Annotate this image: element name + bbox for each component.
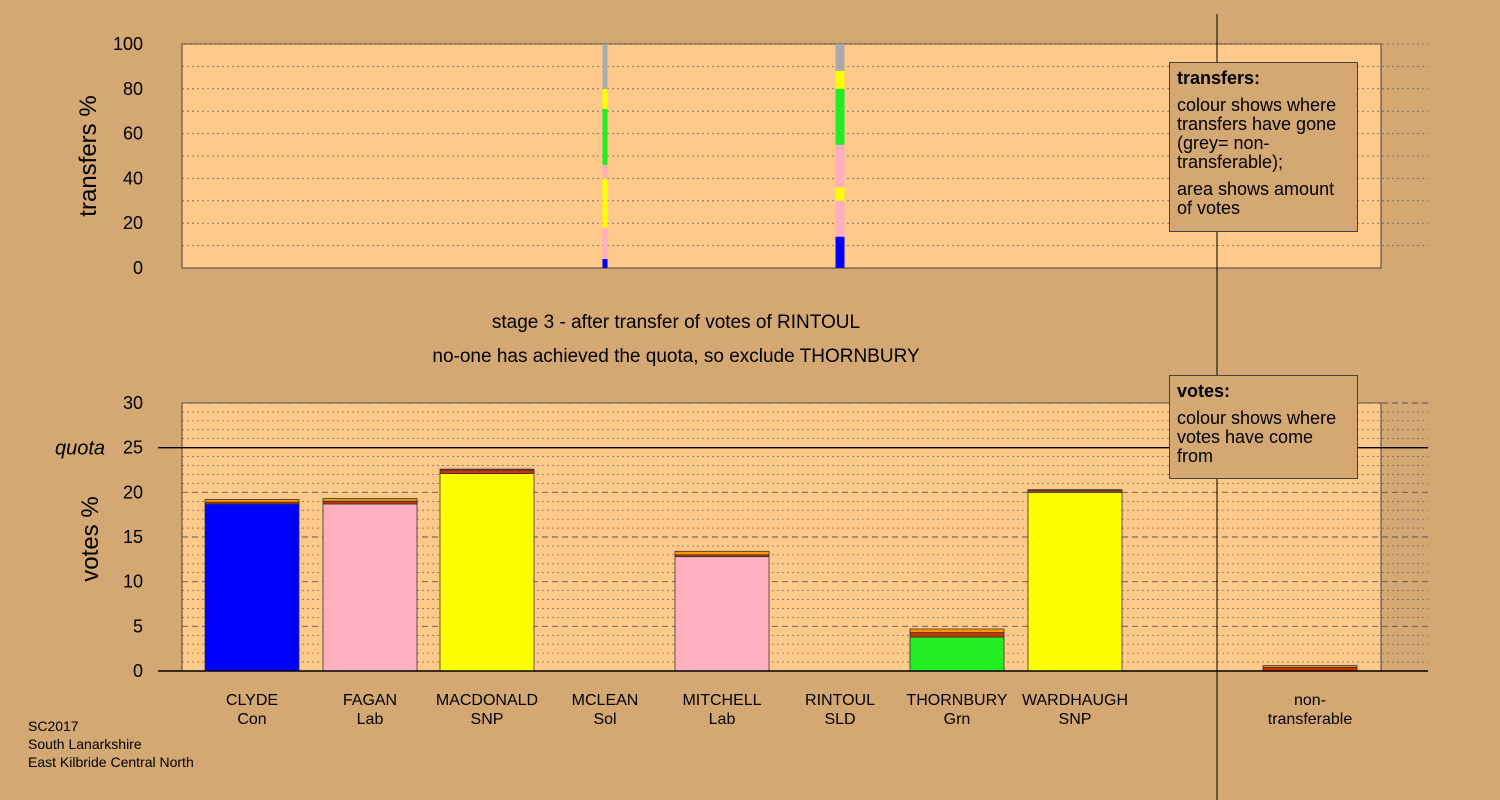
transfers-axis-label: transfers % xyxy=(75,95,102,216)
votes-tick-label: 0 xyxy=(133,661,143,681)
vote-bar-thornbury xyxy=(909,632,1005,638)
votes-tick-label: 30 xyxy=(123,393,143,413)
candidate-party-thornbury: Grn xyxy=(944,711,971,728)
transfers-tick-label: 80 xyxy=(123,79,143,99)
votes-tick-label: 10 xyxy=(123,572,143,592)
stage-note: no-one has achieved the quota, so exclud… xyxy=(432,346,920,367)
vote-bar-macdonald xyxy=(439,473,535,672)
vote-bar-clyde xyxy=(204,499,300,503)
vote-bar-fagan xyxy=(322,500,418,505)
votes-axis-label: votes % xyxy=(77,496,104,581)
footer-info: SC2017 South Lanarkshire East Kilbride C… xyxy=(28,717,194,771)
vote-bar-wardhaugh xyxy=(1027,489,1123,491)
transfers-legend-heading: transfers: xyxy=(1177,68,1261,88)
vote-bar-mitchell xyxy=(674,556,770,672)
transfer-segment-rintoul xyxy=(835,200,845,237)
vote-bar-mitchell xyxy=(674,550,770,556)
candidate-party-fagan: Lab xyxy=(357,711,384,728)
stage-title: stage 3 - after transfer of votes of RIN… xyxy=(492,312,860,333)
transfer-segment-rintoul xyxy=(835,236,845,268)
candidate-name-rintoul: RINTOUL xyxy=(805,692,875,709)
candidate-name-thornbury: THORNBURY xyxy=(906,692,1007,709)
vote-bar-wardhaugh xyxy=(1027,491,1123,672)
transfer-segment-rintoul xyxy=(835,88,845,145)
transfers-tick-label: 100 xyxy=(113,34,143,54)
vote-bar-macdonald xyxy=(439,468,535,471)
candidate-name-fagan: FAGAN xyxy=(343,692,397,709)
transfer-segment-rintoul xyxy=(835,70,845,89)
vote-bar-macdonald xyxy=(439,469,535,474)
candidate-name-wardhaugh: WARDHAUGH xyxy=(1022,692,1128,709)
candidate-name-mclean: MCLEAN xyxy=(572,692,639,709)
candidate-party-mitchell: Lab xyxy=(709,711,736,728)
transfers-legend-colour-text: colour shows where transfers have gone (… xyxy=(1177,95,1337,172)
quota-label: quota xyxy=(55,438,105,460)
transfer-segment-mclean xyxy=(602,259,608,268)
candidate-party-rintoul: SLD xyxy=(824,711,855,728)
transfer-segment-rintoul xyxy=(835,144,845,188)
non-transferable-label-2: transferable xyxy=(1268,711,1353,728)
transfers-legend-area-text: area shows amount of votes xyxy=(1177,179,1335,218)
votes-tick-label: 25 xyxy=(123,438,143,458)
candidate-party-macdonald: SNP xyxy=(471,711,504,728)
transfer-segment-mclean xyxy=(602,178,608,228)
candidate-name-mitchell: MITCHELL xyxy=(682,692,761,709)
transfers-tick-label: 20 xyxy=(123,213,143,233)
vote-bar-thornbury xyxy=(909,628,1005,633)
votes-tick-label: 15 xyxy=(123,527,143,547)
candidate-party-clyde: Con xyxy=(237,711,266,728)
transfers-tick-label: 60 xyxy=(123,124,143,144)
transfers-tick-label: 0 xyxy=(133,258,143,278)
non-transferable-label-1: non- xyxy=(1294,692,1326,709)
candidate-party-wardhaugh: SNP xyxy=(1059,711,1092,728)
transfer-segment-mclean xyxy=(602,108,608,165)
transfers-legend: transfers: colour shows where transfers … xyxy=(1169,62,1358,232)
transfer-segment-rintoul xyxy=(835,44,845,71)
transfer-segment-mclean xyxy=(602,164,608,179)
transfer-segment-rintoul xyxy=(835,187,845,201)
footer-ward: East Kilbride Central North xyxy=(28,754,194,770)
footer-election: SC2017 xyxy=(28,718,79,734)
votes-tick-label: 5 xyxy=(133,616,143,636)
transfer-segment-mclean xyxy=(602,227,608,260)
footer-council: South Lanarkshire xyxy=(28,736,142,752)
vote-bar-clyde xyxy=(204,503,300,672)
transfers-tick-label: 40 xyxy=(123,168,143,188)
votes-legend: votes: colour shows where votes have com… xyxy=(1169,375,1358,479)
transfer-segment-mclean xyxy=(602,88,608,109)
vote-bar-thornbury xyxy=(909,636,1005,672)
votes-tick-label: 20 xyxy=(123,482,143,502)
votes-legend-heading: votes: xyxy=(1177,381,1231,401)
vote-bar-non-transferable xyxy=(1262,665,1358,668)
transfer-segment-mclean xyxy=(602,44,608,89)
vote-bar-fagan xyxy=(322,498,418,502)
vote-bar-fagan xyxy=(322,503,418,672)
candidate-name-clyde: CLYDE xyxy=(226,692,278,709)
votes-legend-colour-text: colour shows where votes have come from xyxy=(1177,408,1337,466)
candidate-party-mclean: Sol xyxy=(593,711,616,728)
candidate-name-macdonald: MACDONALD xyxy=(436,692,538,709)
